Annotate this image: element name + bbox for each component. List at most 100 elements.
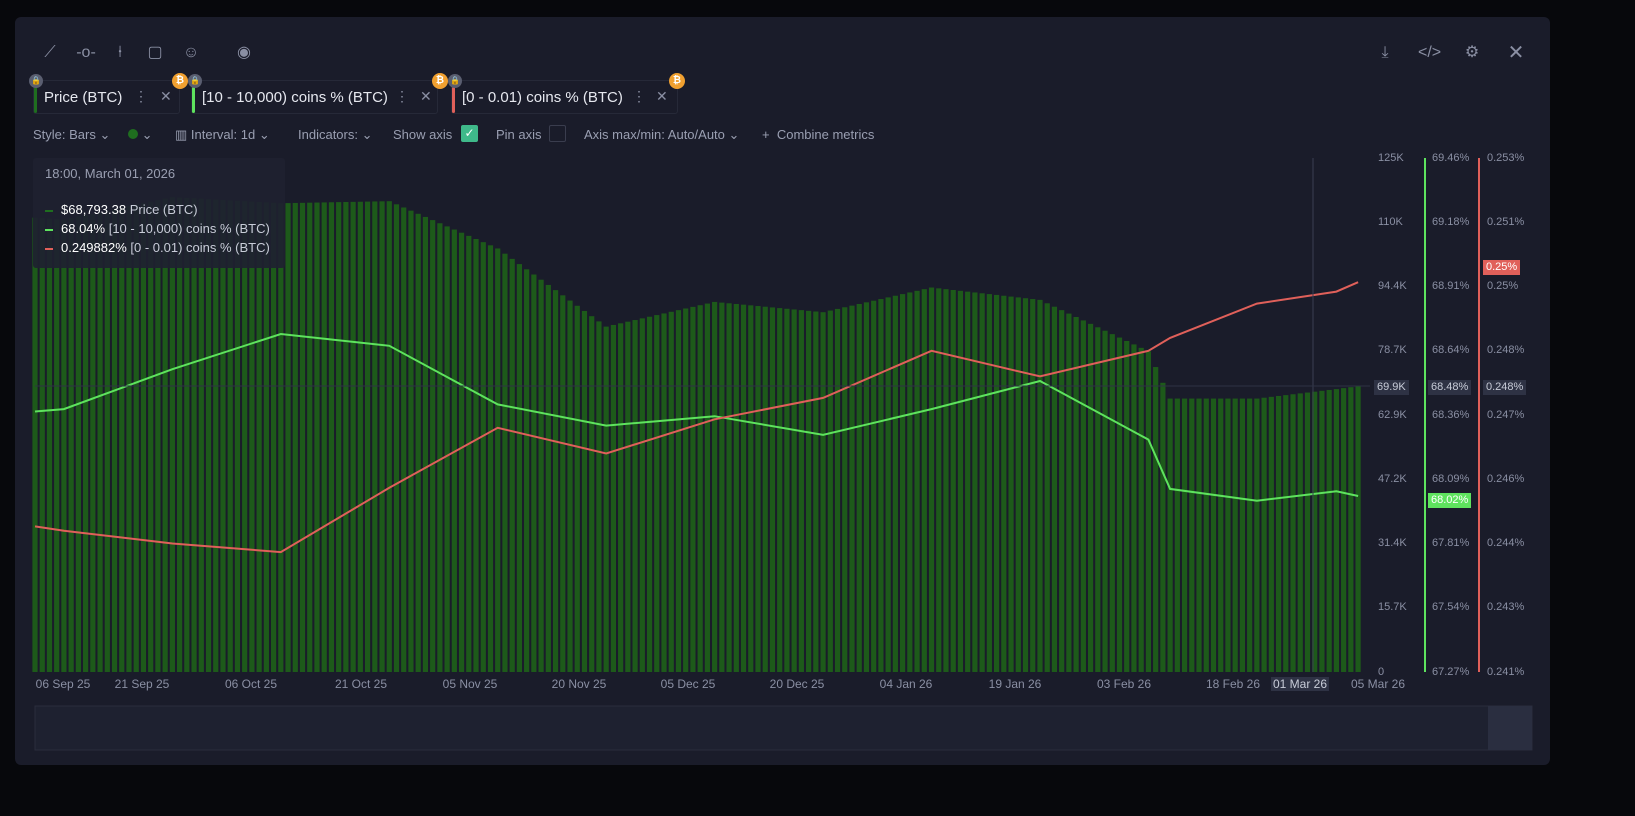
style-dropdown[interactable]: Style: Bars ⌄ — [33, 127, 111, 142]
settings-icon[interactable]: ⚙ — [1464, 44, 1480, 61]
price-bar — [292, 202, 298, 672]
price-bar — [386, 201, 392, 672]
price-bar — [646, 316, 653, 672]
price-bar — [1102, 330, 1108, 672]
red-axis-tick: 0.247% — [1487, 409, 1525, 421]
color-picker[interactable]: ⌄ — [128, 127, 153, 143]
combine-metrics-button[interactable]: + Combine metrics — [762, 127, 875, 142]
price-bar — [907, 292, 913, 672]
price-bar — [126, 206, 132, 672]
green-axis-tick: 67.81% — [1432, 537, 1470, 549]
price-bar — [1022, 298, 1029, 672]
indicators-dropdown[interactable]: Indicators: ⌄ — [298, 127, 373, 142]
remove-icon[interactable]: ✕ — [160, 88, 172, 104]
red-axis-tick: 0.25% — [1487, 280, 1519, 292]
price-bar — [610, 324, 616, 672]
price-bar — [596, 321, 602, 672]
price-bar — [90, 213, 96, 673]
price-bar — [270, 202, 277, 672]
price-axis-tick: 15.7K — [1378, 601, 1407, 613]
price-bar — [574, 305, 580, 672]
x-axis-tick: 06 Oct 25 — [224, 677, 278, 691]
red-crosshair-badge: 0.248% — [1483, 380, 1527, 395]
red-axis-tick: 0.251% — [1487, 216, 1525, 228]
ruler-icon: ▥ — [175, 127, 188, 142]
price-bar — [950, 289, 956, 672]
metric-tab-0-0.01[interactable]: [0 - 0.01) coins % (BTC) ⋮ ✕ — [451, 80, 678, 114]
price-bar — [54, 219, 60, 672]
green-axis-tick: 68.64% — [1432, 344, 1470, 356]
metric-tab-price[interactable]: Price (BTC) ⋮ ✕ — [33, 80, 180, 114]
green-axis-tick: 68.09% — [1432, 473, 1470, 485]
x-axis-tick: 04 Jan 26 — [879, 677, 933, 691]
remove-icon[interactable]: ✕ — [420, 88, 432, 104]
price-bar — [32, 217, 38, 672]
red-axis-tick: 0.243% — [1487, 601, 1525, 613]
price-bar — [83, 215, 89, 672]
price-bar — [1297, 393, 1303, 672]
price-bar — [545, 284, 551, 672]
price-bar — [502, 253, 508, 672]
price-bar — [1138, 347, 1144, 672]
axis-maxmin-dropdown[interactable]: Axis max/min: Auto/Auto ⌄ — [584, 127, 740, 142]
show-axis-label: Show axis — [393, 127, 453, 142]
close-icon[interactable]: ✕ — [1507, 42, 1525, 64]
note-icon[interactable]: ▢ — [147, 44, 163, 61]
price-bar — [140, 203, 147, 672]
show-axis-checkbox[interactable]: ✓ — [461, 125, 478, 142]
price-bar — [430, 220, 436, 673]
eye-icon[interactable]: ◉ — [237, 44, 251, 61]
price-bar — [321, 202, 327, 672]
price-bar — [314, 202, 320, 672]
price-bar — [242, 201, 248, 672]
more-icon[interactable]: ⋮ — [632, 88, 646, 104]
price-bar — [538, 279, 544, 672]
price-bar — [1355, 386, 1361, 672]
price-bar — [965, 291, 971, 672]
price-bar — [618, 323, 624, 672]
x-axis-tick: 05 Mar 26 — [1350, 677, 1406, 691]
more-icon[interactable]: ⋮ — [134, 88, 148, 104]
green-axis-tick: 67.54% — [1432, 601, 1470, 613]
price-bar — [632, 320, 638, 672]
embed-code-icon[interactable]: </> — [1418, 44, 1442, 61]
download-icon[interactable]: ⤓ — [1381, 44, 1389, 61]
interval-dropdown[interactable]: ▥ Interval: 1d ⌄ — [175, 127, 270, 142]
more-icon[interactable]: ⋮ — [395, 88, 409, 104]
horizontal-ray-icon[interactable]: -o- — [76, 44, 96, 61]
price-bar — [1348, 387, 1354, 672]
lock-icon: 🔒 — [448, 74, 462, 88]
price-axis-tick: 0 — [1378, 666, 1385, 678]
price-bar — [364, 201, 371, 672]
price-bar — [1059, 310, 1065, 672]
price-bar — [1131, 344, 1137, 672]
price-bar — [791, 309, 797, 672]
line-draw-icon[interactable]: ⟋ — [44, 44, 56, 61]
price-bar — [625, 321, 631, 672]
red-last-value-badge: 0.25% — [1483, 260, 1521, 275]
price-bar — [1203, 398, 1209, 672]
price-bar — [1095, 327, 1101, 672]
price-bar — [234, 200, 241, 672]
price-bar — [68, 218, 74, 672]
remove-icon[interactable]: ✕ — [656, 88, 668, 104]
price-bar — [993, 294, 1000, 672]
price-bar — [726, 303, 732, 672]
metric-tab-10-10000[interactable]: [10 - 10,000) coins % (BTC) ⋮ ✕ — [191, 80, 438, 114]
pin-axis-checkbox[interactable] — [549, 125, 566, 142]
red-axis-tick: 0.241% — [1487, 666, 1525, 678]
price-bar — [979, 293, 985, 672]
price-bar — [943, 289, 949, 672]
price-bar — [205, 199, 212, 672]
emoji-icon[interactable]: ☺ — [182, 44, 200, 61]
price-bar — [777, 308, 783, 672]
price-bar — [1037, 299, 1043, 672]
price-bar — [661, 313, 667, 672]
price-bar — [697, 305, 703, 672]
price-bar — [1145, 351, 1152, 672]
price-bar — [227, 200, 233, 672]
price-bar — [683, 308, 689, 672]
style-label: Style: Bars — [33, 127, 96, 142]
vertical-line-icon[interactable]: ⍿ — [117, 44, 123, 61]
